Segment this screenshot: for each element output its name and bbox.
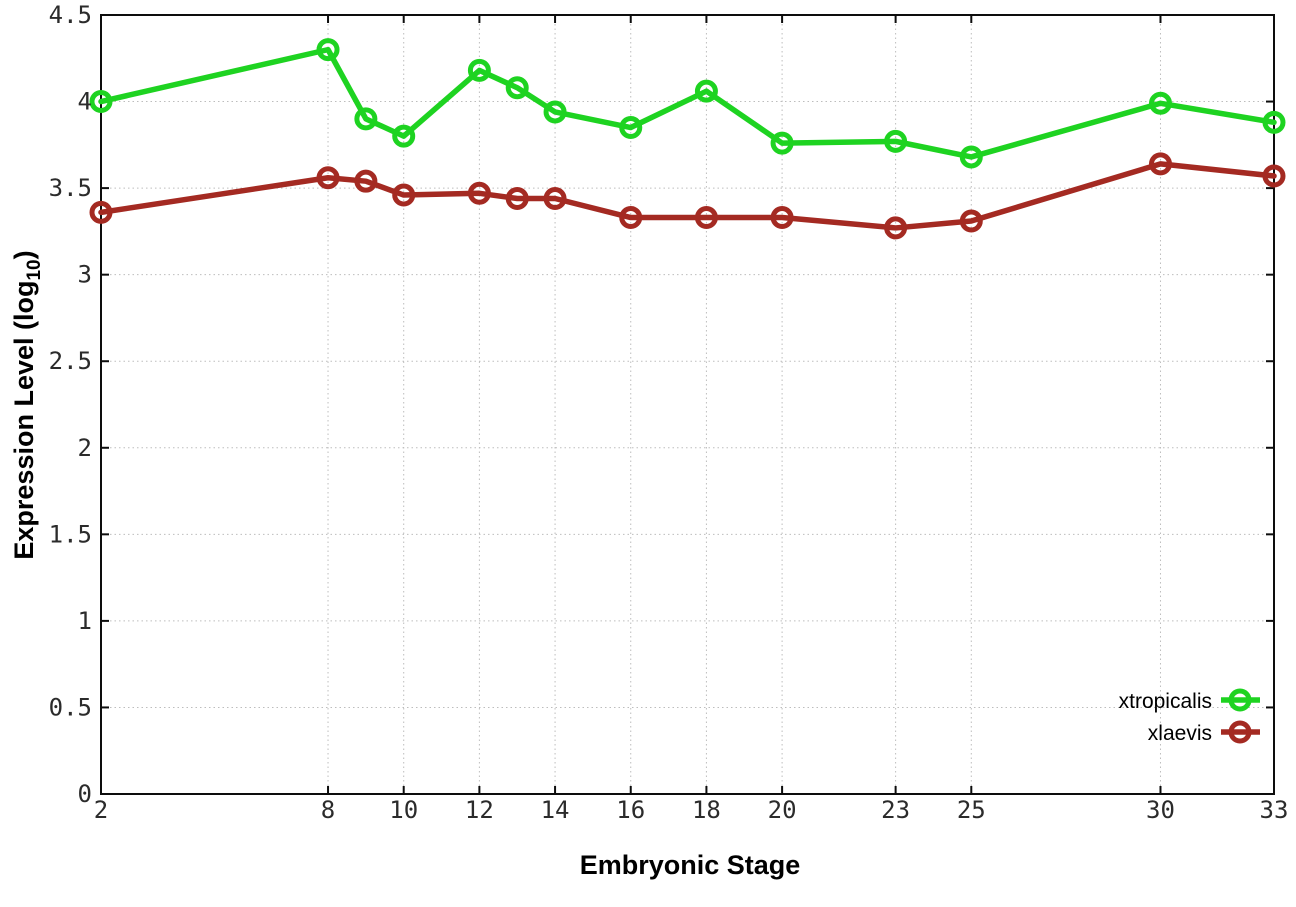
x-tick-label: 14 (541, 796, 570, 824)
legend-label-xlaevis: xlaevis (1148, 722, 1212, 745)
y-tick-label: 2.5 (49, 347, 92, 375)
y-axis-title-suffix: ) (9, 250, 39, 259)
data-point-xtropicalis (884, 129, 908, 153)
x-tick-label: 33 (1260, 796, 1289, 824)
data-point-xtropicalis (89, 90, 113, 114)
y-tick-label: 1.5 (49, 520, 92, 548)
y-tick-label: 0 (78, 780, 92, 808)
data-point-xlaevis (392, 183, 416, 207)
data-point-xtropicalis (316, 38, 340, 62)
x-axis-title: Embryonic Stage (580, 850, 801, 880)
x-tick-label: 10 (389, 796, 418, 824)
data-point-xtropicalis (392, 124, 416, 148)
data-point-xlaevis (959, 209, 983, 233)
legend-label-xtropicalis: xtropicalis (1119, 690, 1212, 713)
data-point-xlaevis (467, 181, 491, 205)
data-point-xtropicalis (543, 100, 567, 124)
legend: xtropicalis xlaevis (1119, 688, 1260, 745)
x-tick-label: 20 (768, 796, 797, 824)
y-tick-label: 4.5 (49, 1, 92, 29)
y-tick-label: 4 (78, 88, 92, 116)
data-series (89, 38, 1286, 240)
data-point-xlaevis (619, 206, 643, 230)
data-point-xtropicalis (770, 131, 794, 155)
x-tick-label: 8 (321, 796, 335, 824)
data-point-xtropicalis (505, 76, 529, 100)
plot-border (100, 14, 1275, 795)
x-tick-label: 30 (1146, 796, 1175, 824)
axis-ticks (100, 14, 1275, 795)
x-tick-label: 18 (692, 796, 721, 824)
data-point-xtropicalis (1148, 91, 1172, 115)
x-tick-label: 12 (465, 796, 494, 824)
data-point-xlaevis (543, 186, 567, 210)
data-point-xtropicalis (1262, 110, 1286, 134)
y-tick-labels: 0 0.5 1 1.5 2 2.5 3 3.5 4 4.5 (49, 1, 92, 808)
x-tick-label: 2 (94, 796, 108, 824)
x-tick-labels: 2 8 10 12 14 16 18 20 23 25 30 33 (94, 796, 1289, 824)
y-axis-title: Expression Level (log10) (9, 250, 45, 559)
data-point-xlaevis (89, 200, 113, 224)
data-point-xtropicalis (959, 145, 983, 169)
legend-sample-marker-xtropicalis (1228, 688, 1252, 712)
y-tick-label: 0.5 (49, 693, 92, 721)
data-point-xtropicalis (619, 116, 643, 140)
y-axis-title-subscript: 10 (24, 259, 45, 280)
y-axis-title-main: Expression Level (log (9, 281, 39, 560)
x-tick-label: 25 (957, 796, 986, 824)
x-tick-label: 16 (616, 796, 645, 824)
data-point-xlaevis (316, 166, 340, 190)
data-point-xtropicalis (467, 58, 491, 82)
data-point-xtropicalis (694, 79, 718, 103)
data-point-xlaevis (694, 206, 718, 230)
data-point-xlaevis (770, 206, 794, 230)
y-tick-label: 3 (78, 261, 92, 289)
x-tick-label: 23 (881, 796, 910, 824)
y-tick-label: 1 (78, 607, 92, 635)
data-point-xlaevis (354, 169, 378, 193)
gridlines (101, 15, 1274, 794)
series-line-xlaevis (98, 161, 1277, 231)
data-point-xtropicalis (354, 107, 378, 131)
data-point-xlaevis (1148, 152, 1172, 176)
data-point-xlaevis (505, 186, 529, 210)
series-line-xtropicalis (98, 46, 1277, 160)
y-tick-label: 2 (78, 434, 92, 462)
data-point-xlaevis (1262, 164, 1286, 188)
data-point-xlaevis (884, 216, 908, 240)
legend-sample-marker-xlaevis (1228, 720, 1252, 744)
y-tick-label: 3.5 (49, 174, 92, 202)
